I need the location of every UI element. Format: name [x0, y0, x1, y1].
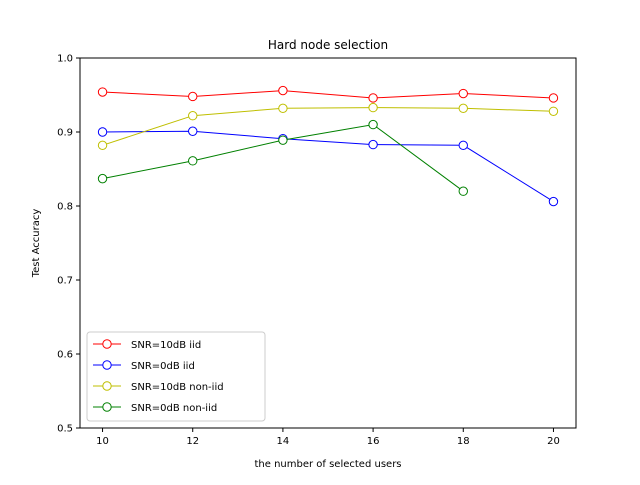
- data-point: [278, 135, 288, 145]
- y-tick-label: 0.8: [57, 202, 73, 213]
- x-axis-label: the number of selected users: [254, 459, 401, 470]
- legend-label: SNR=0dB non-iid: [131, 403, 217, 414]
- data-point: [188, 111, 198, 121]
- x-axis-ticks: 10 12 14 16 18 20: [96, 428, 560, 447]
- legend-marker: [102, 339, 112, 349]
- data-point: [368, 102, 378, 113]
- x-tick-label: 10: [96, 436, 109, 447]
- series-line: [102, 107, 554, 146]
- x-tick-label: 18: [457, 436, 470, 447]
- data-point: [278, 85, 288, 96]
- legend-marker: [102, 402, 112, 412]
- data-point: [97, 140, 108, 151]
- x-tick-label: 12: [186, 436, 199, 447]
- y-axis-label: Test Accuracy: [31, 209, 42, 279]
- data-point: [97, 173, 108, 184]
- data-point: [368, 139, 378, 150]
- y-tick-label: 0.5: [57, 424, 73, 435]
- legend-marker: [102, 381, 112, 391]
- y-axis-ticks: 0.5 0.6 0.7 0.8 0.9 1.0: [57, 54, 80, 435]
- data-point: [548, 106, 559, 116]
- data-point: [368, 93, 378, 103]
- series-4: [97, 119, 468, 196]
- data-point: [97, 87, 108, 97]
- x-tick-label: 16: [367, 436, 380, 447]
- data-point: [188, 91, 198, 102]
- y-tick-label: 0.7: [57, 276, 73, 287]
- chart-title: Hard node selection: [268, 38, 388, 52]
- legend: SNR=10dB iid SNR=0dB iid SNR=10dB non-iid S…: [86, 331, 266, 422]
- data-point: [368, 119, 378, 130]
- data-point: [188, 156, 198, 166]
- legend-item: SNR=0dB iid: [93, 360, 195, 372]
- legend-box: [86, 331, 266, 422]
- legend-label: SNR=10dB iid: [131, 340, 201, 351]
- data-point: [458, 140, 468, 151]
- data-point: [97, 127, 108, 137]
- data-point: [458, 88, 468, 99]
- x-tick-label: 20: [547, 436, 560, 447]
- series-1: [97, 85, 559, 103]
- legend-marker: [102, 360, 112, 370]
- plot-frame: [79, 57, 577, 429]
- series-line: [102, 90, 554, 99]
- series-line: [102, 130, 554, 203]
- series-layer: [97, 85, 559, 207]
- legend-label: SNR=10dB non-iid: [131, 382, 224, 393]
- y-tick-label: 0.9: [57, 128, 73, 139]
- legend-item: SNR=10dB iid: [93, 339, 201, 351]
- data-point: [458, 103, 468, 114]
- legend-label: SNR=0dB iid: [131, 361, 195, 372]
- data-point: [548, 196, 559, 207]
- legend-item: SNR=0dB non-iid: [93, 402, 217, 414]
- series-3: [97, 102, 559, 151]
- legend-item: SNR=10dB non-iid: [93, 381, 224, 393]
- data-point: [188, 126, 198, 136]
- y-tick-label: 0.6: [57, 350, 73, 361]
- data-point: [278, 103, 288, 114]
- y-tick-label: 1.0: [57, 54, 73, 65]
- x-tick-label: 14: [277, 436, 290, 447]
- data-point: [458, 186, 468, 196]
- data-point: [548, 93, 559, 103]
